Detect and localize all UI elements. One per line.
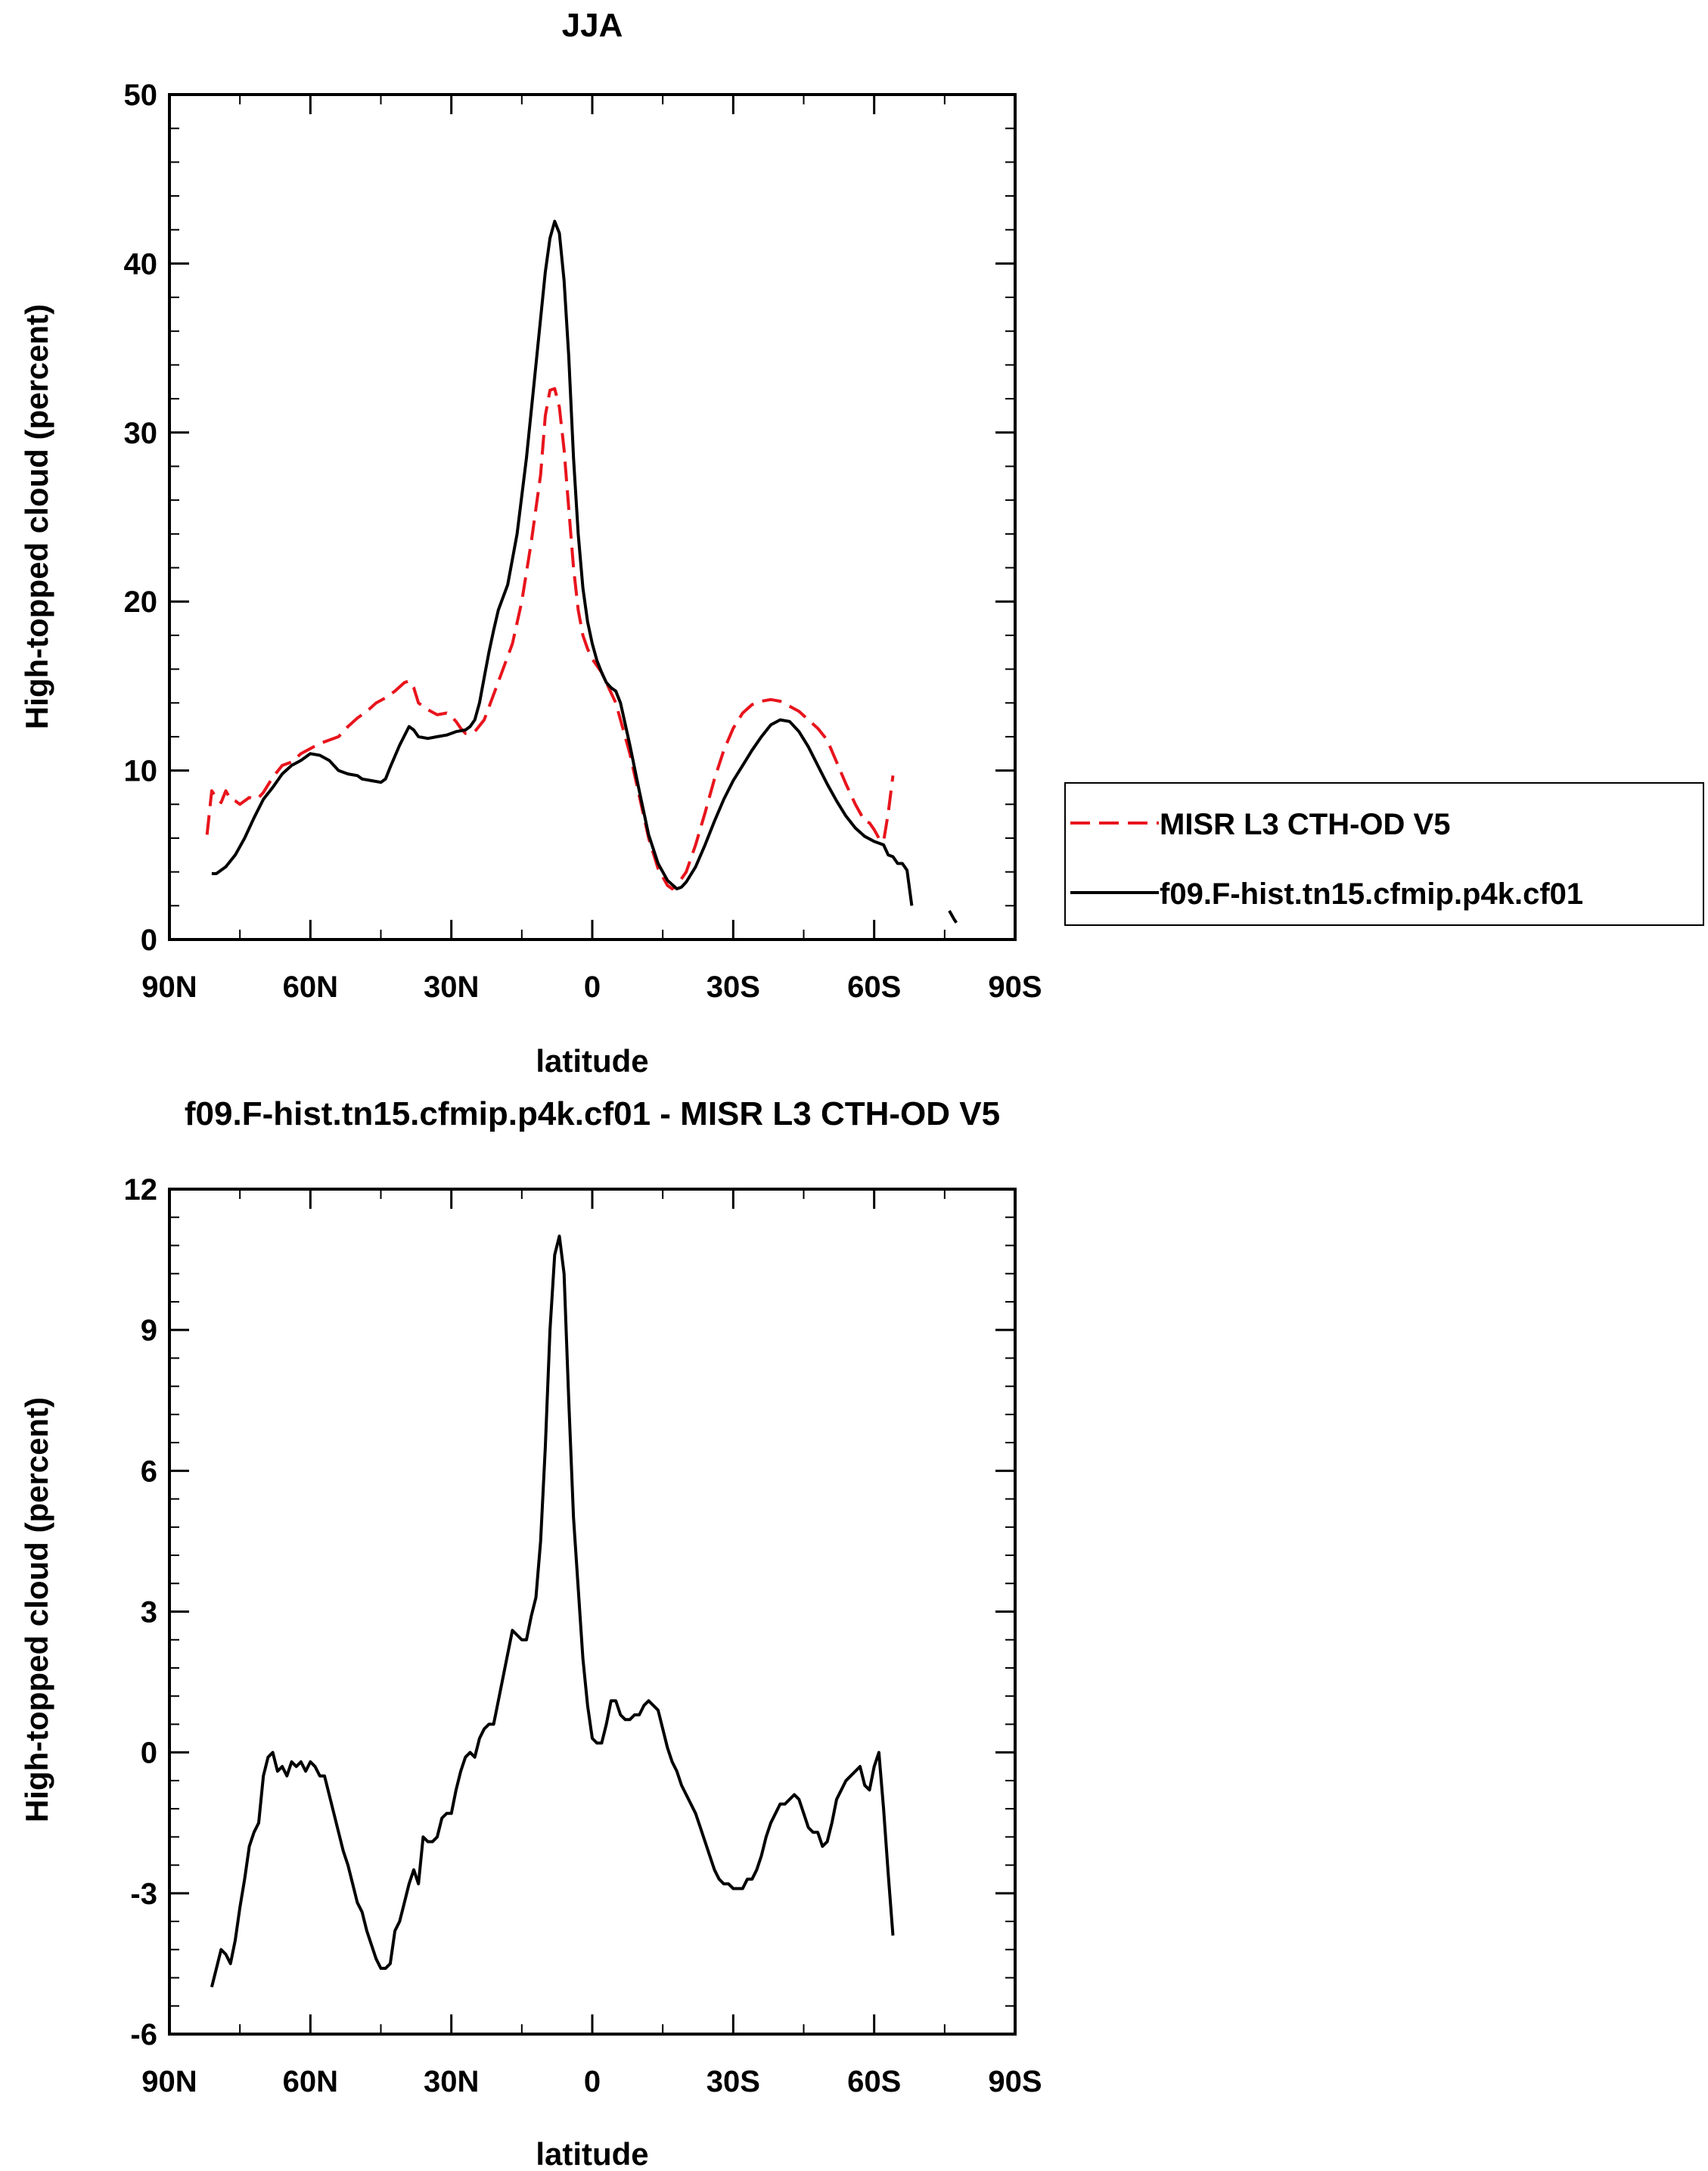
bottom-y-tick-label: 3 bbox=[141, 1596, 157, 1629]
bottom-x-tick-label: 90N bbox=[141, 2065, 197, 2098]
bottom-panel-title: f09.F-hist.tn15.cfmip.p4k.cf01 - MISR L3… bbox=[185, 1095, 1000, 1132]
bottom-x-tick-label: 90S bbox=[988, 2065, 1042, 2098]
legend-label-model: f09.F-hist.tn15.cfmip.p4k.cf01 bbox=[1160, 877, 1583, 911]
top-y-tick-label: 20 bbox=[124, 585, 158, 619]
bottom-y-tick-label: 0 bbox=[141, 1737, 157, 1770]
top-x-tick-label: 0 bbox=[584, 971, 601, 1004]
top-x-tick-label: 90S bbox=[988, 971, 1042, 1004]
legend-box bbox=[1064, 782, 1704, 926]
bottom-y-axis-label: High-topped cloud (percent) bbox=[19, 1397, 54, 1822]
top-x-tick-label: 60N bbox=[283, 971, 338, 1004]
bottom-x-tick-label: 30S bbox=[706, 2065, 760, 2098]
bottom-y-tick-label: 12 bbox=[124, 1173, 158, 1207]
top-series-0-line bbox=[205, 387, 895, 890]
top-x-axis-label: latitude bbox=[536, 1043, 648, 1079]
bottom-series-0-line bbox=[210, 1235, 895, 1988]
top-y-tick-label: 30 bbox=[124, 417, 158, 450]
bottom-y-tick-label: -3 bbox=[130, 1877, 157, 1911]
bottom-y-tick-label: 6 bbox=[141, 1455, 157, 1488]
top-y-axis-label: High-topped cloud (percent) bbox=[19, 304, 54, 729]
top-series-1-line-seg1 bbox=[948, 910, 958, 924]
bottom-plot-frame bbox=[168, 1188, 1017, 2036]
legend-label-misr: MISR L3 CTH-OD V5 bbox=[1160, 808, 1450, 841]
legend: MISR L3 CTH-OD V5 f09.F-hist.tn15.cfmip.… bbox=[1064, 782, 1704, 926]
top-x-tick-label: 60S bbox=[847, 971, 901, 1004]
bottom-x-axis-label: latitude bbox=[536, 2136, 648, 2171]
top-series-1-line bbox=[211, 219, 914, 906]
top-plot-frame bbox=[168, 93, 1017, 941]
top-y-tick-label: 40 bbox=[124, 247, 158, 281]
top-y-tick-label: 0 bbox=[141, 924, 157, 957]
bottom-x-tick-label: 30N bbox=[424, 2065, 479, 2098]
bottom-panel: f09.F-hist.tn15.cfmip.p4k.cf01 - MISR L3… bbox=[19, 1095, 1042, 2171]
top-x-tick-label: 90N bbox=[141, 971, 197, 1004]
top-y-tick-label: 10 bbox=[124, 755, 158, 788]
top-y-tick-label: 50 bbox=[124, 79, 158, 112]
top-panel-title: JJA bbox=[562, 7, 623, 44]
bottom-x-tick-label: 60S bbox=[847, 2065, 901, 2098]
bottom-y-tick-label: -6 bbox=[130, 2018, 157, 2051]
bottom-x-tick-label: 0 bbox=[584, 2065, 601, 2098]
top-panel: JJA 90N 60N 30N 0 30S 60S 90S 0 10 20 30 40 50 High-… bbox=[19, 7, 1704, 1079]
bottom-y-tick-label: 9 bbox=[141, 1314, 157, 1347]
bottom-x-tick-label: 60N bbox=[283, 2065, 338, 2098]
top-x-tick-label: 30S bbox=[706, 971, 760, 1004]
top-x-tick-label: 30N bbox=[424, 971, 479, 1004]
